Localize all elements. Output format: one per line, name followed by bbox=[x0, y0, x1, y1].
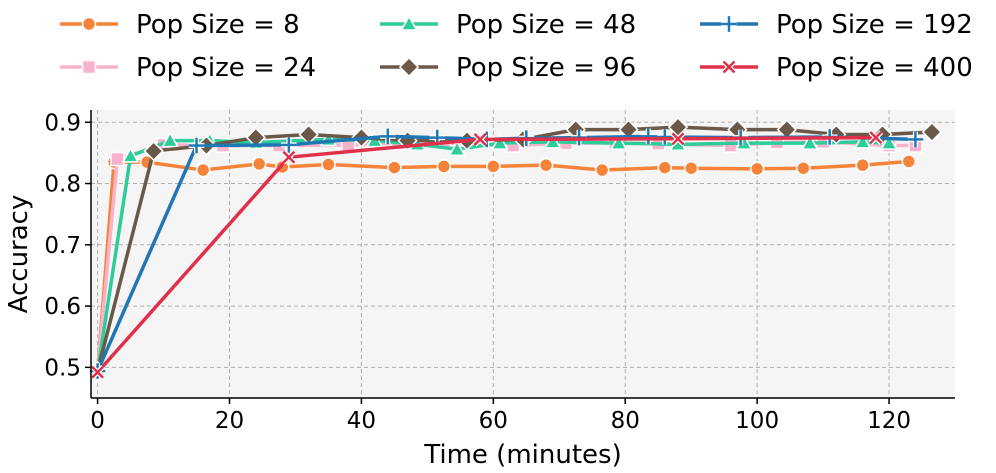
series-marker bbox=[538, 157, 554, 173]
series-marker bbox=[921, 121, 943, 143]
legend-entry: Pop Size = 400 bbox=[700, 53, 973, 83]
series-marker bbox=[472, 132, 488, 147]
series-marker bbox=[281, 149, 297, 165]
series-marker bbox=[594, 162, 610, 178]
series-marker bbox=[657, 160, 673, 175]
series-marker bbox=[143, 140, 164, 162]
legend-label: Pop Size = 192 bbox=[776, 10, 973, 40]
series-marker bbox=[400, 14, 418, 31]
series-marker bbox=[801, 134, 819, 150]
plot-background bbox=[91, 110, 955, 398]
series-marker bbox=[81, 16, 97, 32]
legend-label: Pop Size = 400 bbox=[776, 53, 973, 83]
series-marker bbox=[121, 146, 140, 163]
x-tick-label: 100 bbox=[735, 408, 779, 434]
series-marker bbox=[195, 162, 211, 178]
series-marker bbox=[281, 137, 297, 153]
series-marker bbox=[670, 131, 686, 147]
legend-label: Pop Size = 8 bbox=[136, 10, 300, 40]
series-marker bbox=[855, 157, 870, 173]
series-line bbox=[95, 159, 909, 372]
y-tick-label: 0.9 bbox=[44, 110, 81, 136]
series-marker bbox=[379, 128, 396, 145]
series-marker bbox=[90, 364, 105, 380]
series-marker bbox=[81, 59, 97, 75]
series-marker bbox=[251, 156, 267, 172]
legend-entry: Pop Size = 48 bbox=[380, 10, 636, 40]
series-marker bbox=[161, 131, 179, 148]
legend-entry: Pop Size = 192 bbox=[700, 10, 973, 40]
series-marker bbox=[609, 134, 628, 150]
series-marker bbox=[448, 140, 466, 156]
series-marker bbox=[491, 134, 509, 150]
series-marker bbox=[853, 132, 872, 149]
series-marker bbox=[796, 160, 811, 176]
series-marker bbox=[398, 56, 420, 78]
x-tick-label: 120 bbox=[867, 408, 911, 434]
legend-label: Pop Size = 48 bbox=[456, 10, 636, 40]
series-marker bbox=[436, 159, 452, 174]
axes: 0 20 40 60 80 100 120 0.5 0.6 0.7 0.8 0.9 bbox=[44, 110, 955, 434]
x-tick-label: 80 bbox=[611, 408, 640, 434]
series-marker bbox=[110, 151, 125, 167]
series-marker bbox=[723, 138, 739, 153]
y-tick-label: 0.5 bbox=[44, 355, 81, 381]
series-marker bbox=[683, 160, 699, 176]
series-marker bbox=[640, 128, 657, 145]
series-marker bbox=[868, 130, 884, 145]
series-marker bbox=[543, 132, 562, 149]
legend-entry: Pop Size = 96 bbox=[380, 53, 636, 83]
y-axis-title: Accuracy bbox=[4, 195, 34, 314]
series-marker bbox=[188, 137, 205, 154]
series-marker bbox=[657, 129, 673, 145]
y-tick-label: 0.8 bbox=[44, 172, 81, 198]
series-marker bbox=[721, 16, 737, 32]
series-marker bbox=[721, 59, 737, 75]
legend-label: Pop Size = 96 bbox=[456, 53, 636, 83]
series-marker bbox=[907, 131, 924, 148]
x-tick-label: 20 bbox=[215, 408, 244, 434]
y-tick-label: 0.7 bbox=[44, 233, 81, 259]
legend-label: Pop Size = 24 bbox=[136, 53, 316, 83]
x-tick-label: 0 bbox=[90, 408, 105, 434]
series-pop-size-400 bbox=[90, 130, 884, 380]
y-tick-label: 0.6 bbox=[44, 294, 81, 320]
legend-entry: Pop Size = 24 bbox=[60, 53, 316, 83]
series-marker bbox=[880, 134, 898, 150]
x-tick-label: 60 bbox=[479, 408, 508, 434]
legend: Pop Size = 8 Pop Size = 24 Pop Size = 48 Po… bbox=[60, 10, 973, 83]
legend-entry: Pop Size = 8 bbox=[60, 10, 300, 40]
series-layer bbox=[87, 116, 943, 382]
series-marker bbox=[486, 159, 501, 174]
series-marker bbox=[387, 160, 402, 175]
x-tick-label: 40 bbox=[347, 408, 376, 434]
series-marker bbox=[749, 161, 765, 177]
series-marker bbox=[901, 154, 917, 169]
x-axis-title: Time (minutes) bbox=[423, 440, 621, 470]
series-marker bbox=[321, 157, 336, 172]
